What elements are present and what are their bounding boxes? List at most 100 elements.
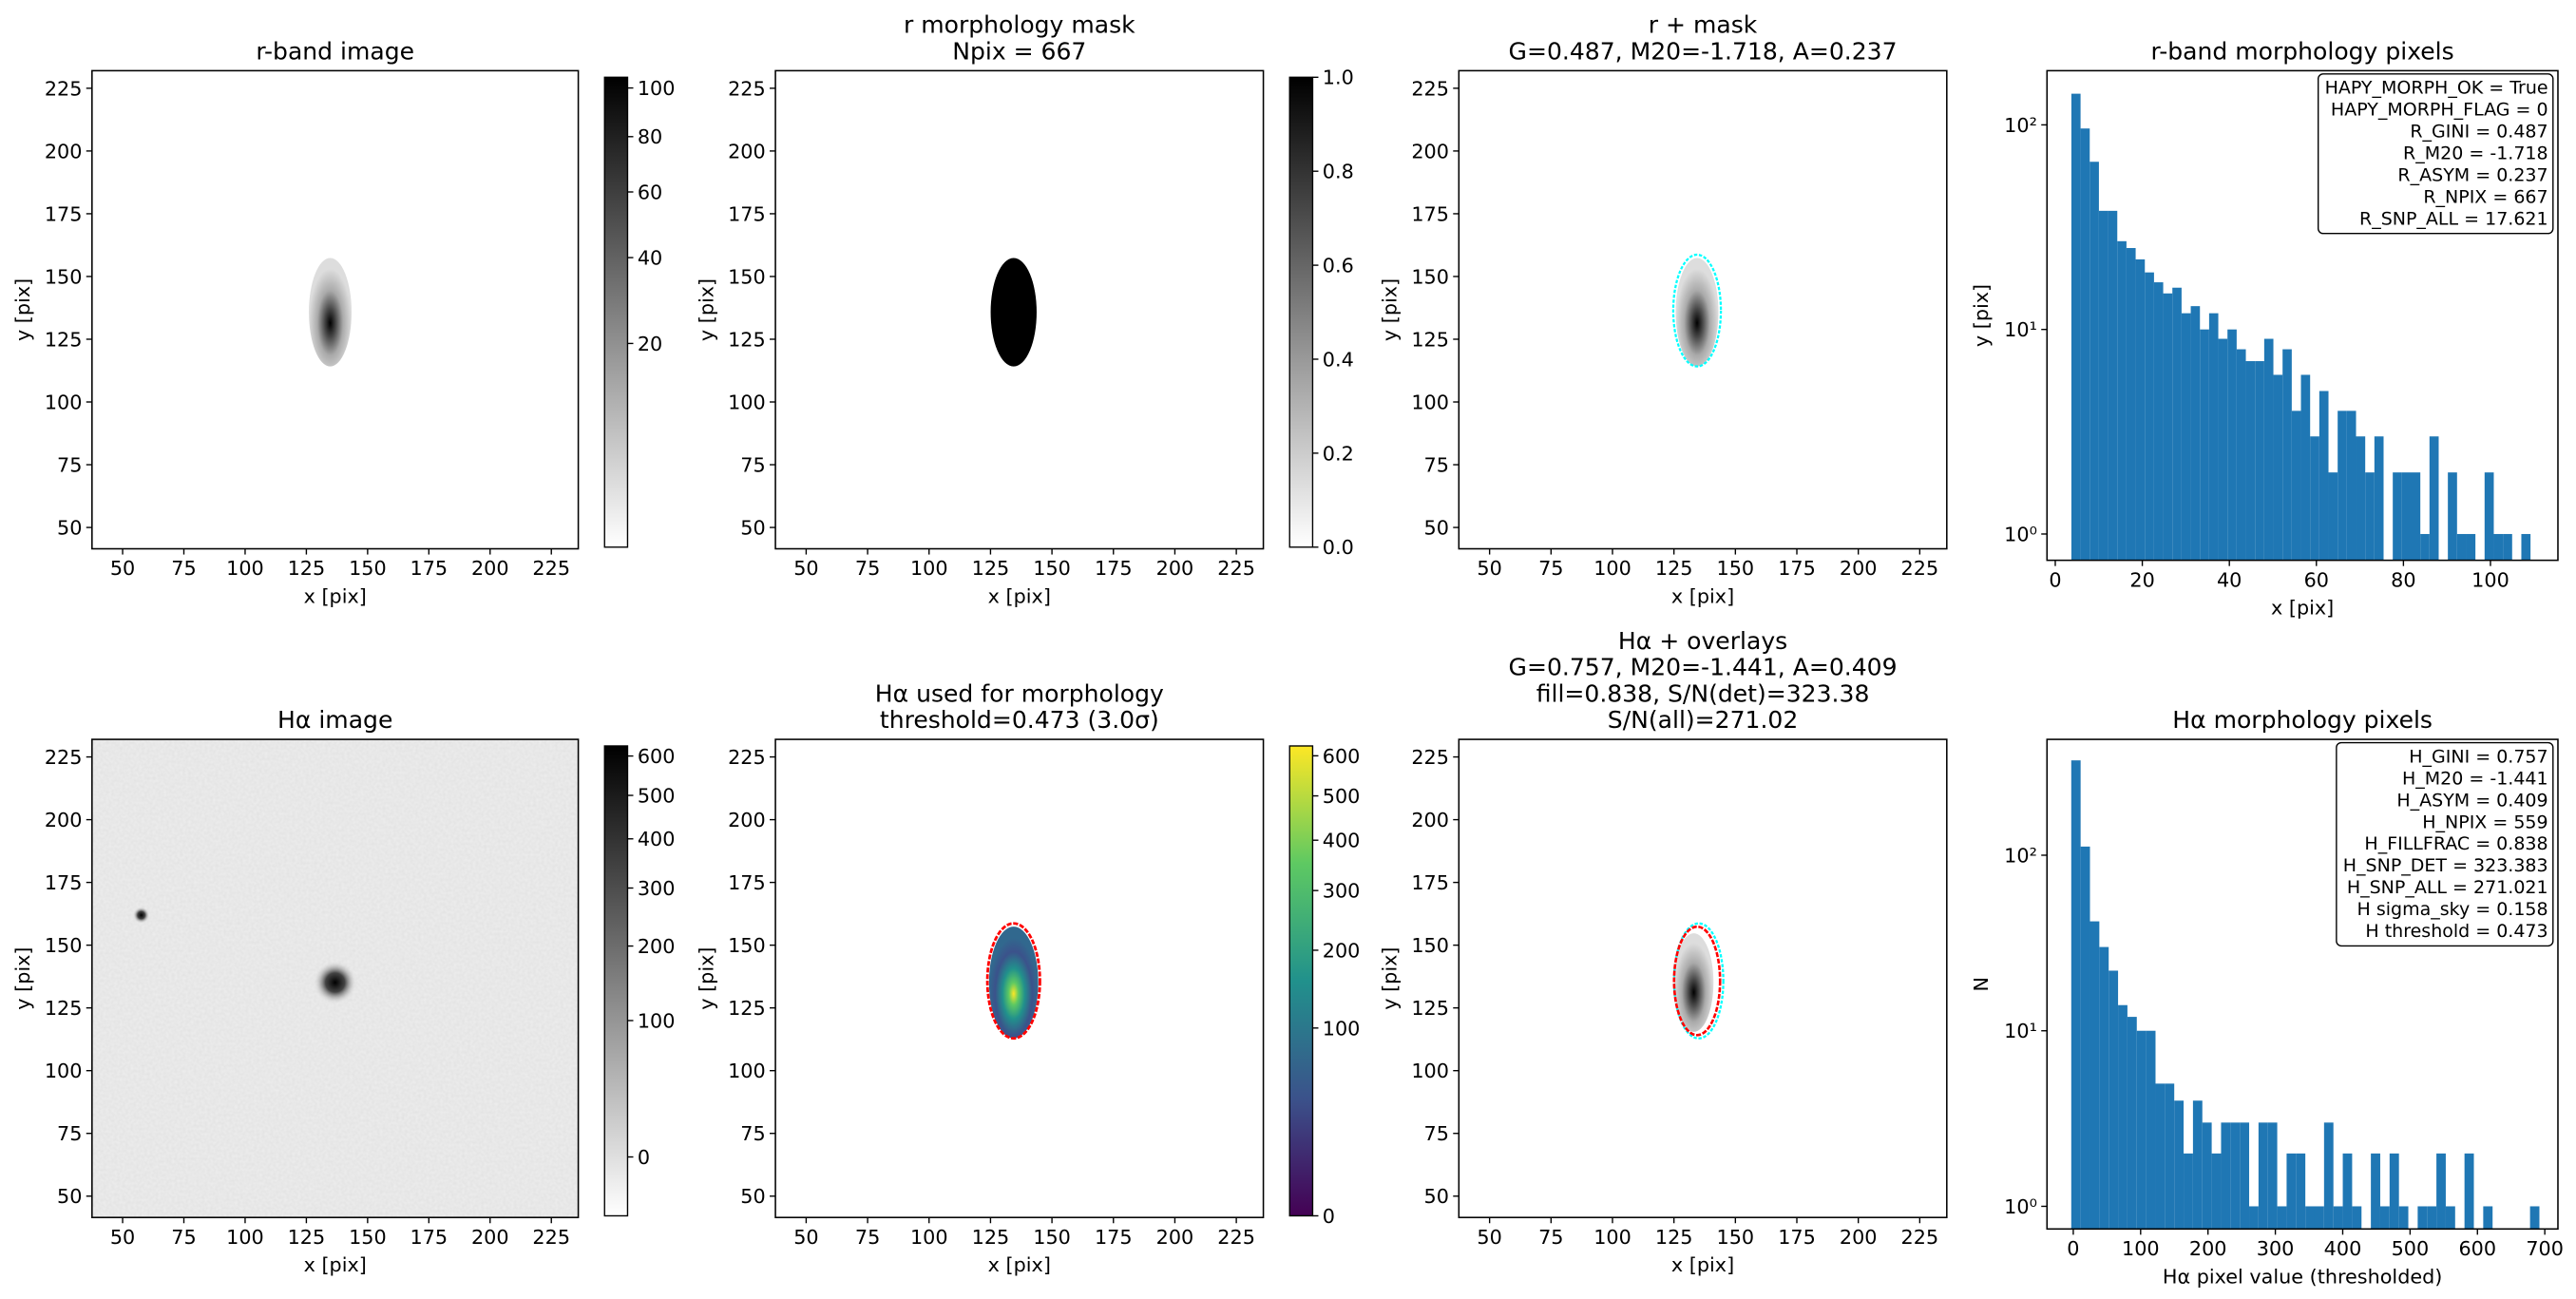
histogram-bar xyxy=(2163,293,2173,561)
x-tick-label: 175 xyxy=(1095,557,1133,580)
panel-title: r morphology mask xyxy=(904,11,1135,39)
y-tick-label: 75 xyxy=(740,1122,765,1145)
histogram-bar xyxy=(2328,472,2338,561)
histogram-bar xyxy=(2291,411,2301,561)
histogram-bar xyxy=(2080,128,2090,561)
axes-frame xyxy=(774,69,1265,550)
histogram-bar xyxy=(2342,1153,2353,1230)
annotation-line: R_ASYM = 0.237 xyxy=(2397,165,2547,186)
x-tick-label: 200 xyxy=(1840,1226,1878,1249)
y-tick-label: 175 xyxy=(45,202,83,225)
annotation-line: HAPY_MORPH_OK = True xyxy=(2325,78,2548,99)
threshold-contour xyxy=(1672,925,1722,1037)
panel-title: S/N(all)=271.02 xyxy=(1608,706,1799,734)
x-tick-label: 125 xyxy=(972,1226,1010,1249)
x-tick-label: 700 xyxy=(2526,1237,2564,1260)
histogram-bar xyxy=(2398,1206,2409,1230)
x-tick-label: 200 xyxy=(1156,1226,1194,1249)
histogram-bar xyxy=(2464,1153,2474,1230)
y-tick-label: 50 xyxy=(740,517,765,540)
x-tick-label: 175 xyxy=(1778,557,1816,580)
x-axis-label: x [pix] xyxy=(2271,597,2334,620)
y-axis-label: y [pix] xyxy=(695,947,717,1010)
y-axis-label: y [pix] xyxy=(11,947,34,1010)
colorbar-tick-label: 20 xyxy=(638,333,662,355)
y-tick-label: 225 xyxy=(45,746,83,769)
histogram-bar xyxy=(2314,1206,2324,1230)
y-tick-label: 150 xyxy=(728,265,766,288)
x-tick-label: 150 xyxy=(349,557,387,580)
histogram-bar xyxy=(2365,472,2375,561)
histogram-bar xyxy=(2080,846,2090,1230)
histogram-bar xyxy=(2379,1206,2390,1230)
galaxy-blob xyxy=(309,258,352,367)
x-tick-label: 100 xyxy=(2122,1237,2160,1260)
y-tick-label: 225 xyxy=(45,77,83,100)
halpha-blob xyxy=(988,926,1039,1039)
y-tick-label: 200 xyxy=(45,809,83,831)
x-tick-label: 200 xyxy=(2189,1237,2227,1260)
colorbar xyxy=(603,745,629,1217)
histogram-bar xyxy=(2420,533,2430,561)
histogram-bar xyxy=(2356,436,2366,561)
y-tick-label: 125 xyxy=(1411,997,1449,1020)
histogram-bar xyxy=(2099,946,2109,1230)
histogram-bar xyxy=(2109,970,2119,1230)
histogram-bar xyxy=(2145,272,2154,561)
y-tick-label: 200 xyxy=(45,140,83,162)
colorbar xyxy=(1288,745,1314,1217)
x-tick-label: 50 xyxy=(793,1226,818,1249)
histogram-bar xyxy=(2230,1122,2241,1230)
x-tick-label: 75 xyxy=(1538,557,1563,580)
x-tick-label: 20 xyxy=(2129,568,2154,591)
histogram-bar xyxy=(2466,533,2476,561)
x-axis-label: x [pix] xyxy=(304,585,367,608)
histogram-bar xyxy=(2245,361,2256,561)
axes-frame xyxy=(774,738,1265,1218)
x-tick-label: 50 xyxy=(1477,557,1501,580)
y-tick-label: 100 xyxy=(45,1060,83,1082)
histogram-bar xyxy=(2190,306,2201,561)
histogram-bar xyxy=(2445,1206,2455,1230)
histogram-bar xyxy=(2429,436,2439,561)
threshold-contour xyxy=(985,922,1041,1041)
y-tick-label: 150 xyxy=(1411,265,1449,288)
histogram-bar xyxy=(2126,248,2136,561)
panel-title: Npix = 667 xyxy=(952,37,1086,65)
colorbar xyxy=(603,76,629,548)
y-tick-label: 150 xyxy=(1411,934,1449,957)
y-axis-label: N xyxy=(1970,977,1993,992)
y-tick-label: 175 xyxy=(45,871,83,894)
y-tick-label: 200 xyxy=(728,809,766,831)
x-tick-label: 40 xyxy=(2217,568,2242,591)
histogram-bar xyxy=(2258,1122,2268,1230)
x-axis-label: x [pix] xyxy=(304,1253,367,1276)
y-tick-label: 125 xyxy=(728,328,766,351)
annotation-line: R_SNP_ALL = 17.621 xyxy=(2359,209,2548,230)
y-tick-label: 225 xyxy=(728,746,766,769)
histogram-bar xyxy=(2436,1153,2446,1230)
histogram-bar xyxy=(2136,1030,2147,1230)
histogram-bar xyxy=(2221,1122,2231,1230)
halpha-source xyxy=(314,961,357,1004)
colorbar-tick-label: 300 xyxy=(1323,880,1361,903)
x-tick-label: 75 xyxy=(171,557,196,580)
annotation-line: H_M20 = -1.441 xyxy=(2402,768,2548,789)
histogram-bar xyxy=(2427,1206,2437,1230)
y-axis-label: y [pix] xyxy=(1970,284,1993,347)
y-tick-label: 175 xyxy=(728,871,766,894)
axes-frame xyxy=(2046,69,2559,562)
histogram-bar xyxy=(2393,472,2402,561)
x-tick-label: 100 xyxy=(226,1226,264,1249)
y-tick-label: 200 xyxy=(1411,809,1449,831)
colorbar-tick-label: 0.2 xyxy=(1323,442,1354,465)
y-tick-label: 125 xyxy=(1411,328,1449,351)
colorbar-tick-label: 100 xyxy=(1323,1017,1361,1040)
colorbar-tick-label: 200 xyxy=(638,935,676,958)
histogram-bar xyxy=(2172,287,2182,561)
y-tick-label: 10² xyxy=(2004,114,2037,137)
x-tick-label: 100 xyxy=(910,1226,948,1249)
colorbar-tick-label: 1.0 xyxy=(1323,67,1354,89)
mask-blob xyxy=(990,258,1037,367)
x-tick-label: 60 xyxy=(2304,568,2329,591)
